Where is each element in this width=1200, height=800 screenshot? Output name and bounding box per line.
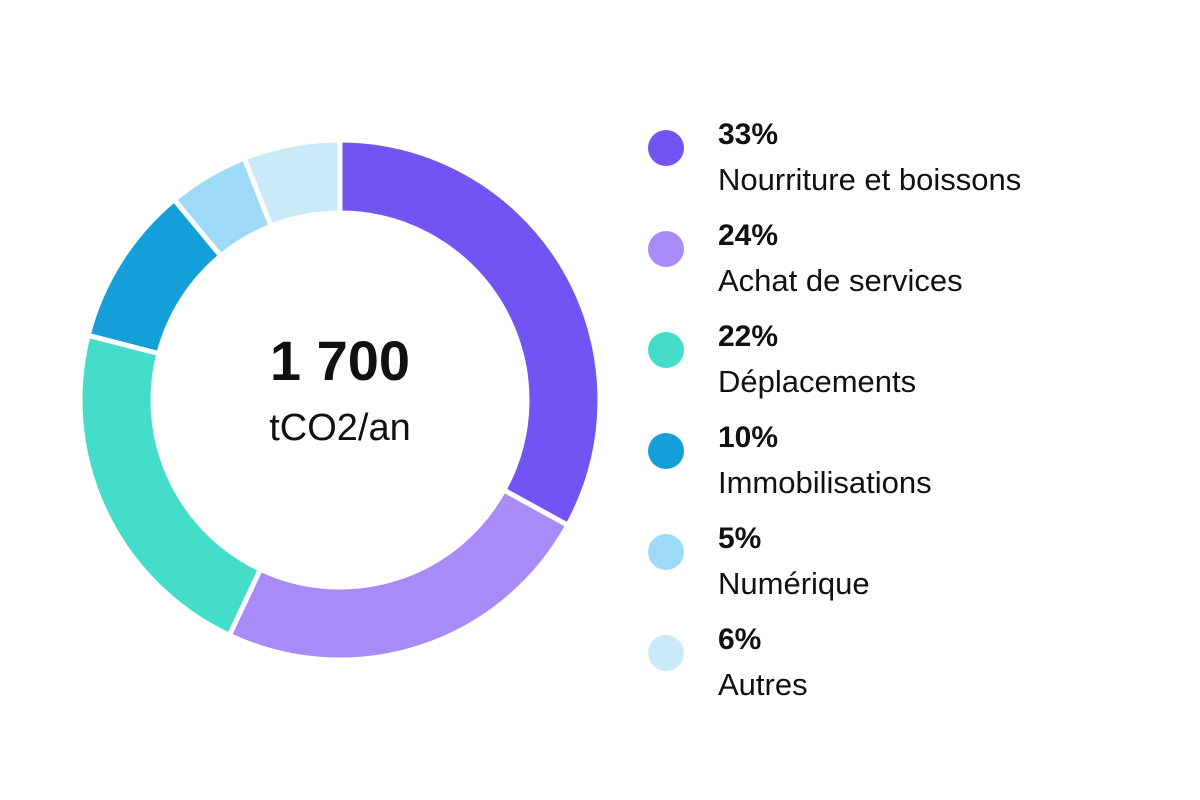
legend-label-fixed-assets: Immobilisations xyxy=(718,465,932,500)
donut-chart: 1 700 tCO2/an xyxy=(77,137,603,663)
donut-slice-services xyxy=(225,486,572,663)
donut-center-total: 1 700 xyxy=(270,329,410,392)
legend-value-digital: 5% xyxy=(718,522,762,555)
donut-center-unit: tCO2/an xyxy=(269,407,411,449)
legend-value-services: 24% xyxy=(718,219,779,252)
legend-item-fixed-assets: 10% Immobilisations xyxy=(648,421,1188,522)
legend-label-other: Autres xyxy=(718,667,808,702)
legend-swatch-fixed-assets xyxy=(648,433,684,469)
legend-value-fixed-assets: 10% xyxy=(718,421,779,454)
legend-value-food: 33% xyxy=(718,118,779,151)
legend-item-digital: 5% Numérique xyxy=(648,522,1188,623)
donut-slice-travel xyxy=(77,332,264,639)
legend-swatch-digital xyxy=(648,534,684,570)
legend-label-digital: Numérique xyxy=(718,566,870,601)
legend-label-food: Nourriture et boissons xyxy=(718,162,1022,197)
legend-item-other: 6% Autres xyxy=(648,623,1188,724)
donut-slice-food xyxy=(337,137,603,529)
legend-swatch-food xyxy=(648,130,684,166)
donut-slice-other xyxy=(241,137,343,230)
donut-slices xyxy=(77,137,603,663)
legend-item-travel: 22% Déplacements xyxy=(648,320,1188,421)
legend: 33% Nourriture et boissons 24% Achat de … xyxy=(648,118,1188,724)
legend-item-services: 24% Achat de services xyxy=(648,219,1188,320)
legend-value-travel: 22% xyxy=(718,320,779,353)
legend-item-food: 33% Nourriture et boissons xyxy=(648,118,1188,219)
legend-label-services: Achat de services xyxy=(718,263,963,298)
legend-swatch-travel xyxy=(648,332,684,368)
legend-swatch-other xyxy=(648,635,684,671)
legend-label-travel: Déplacements xyxy=(718,364,917,399)
legend-value-other: 6% xyxy=(718,623,762,656)
legend-swatch-services xyxy=(648,231,684,267)
